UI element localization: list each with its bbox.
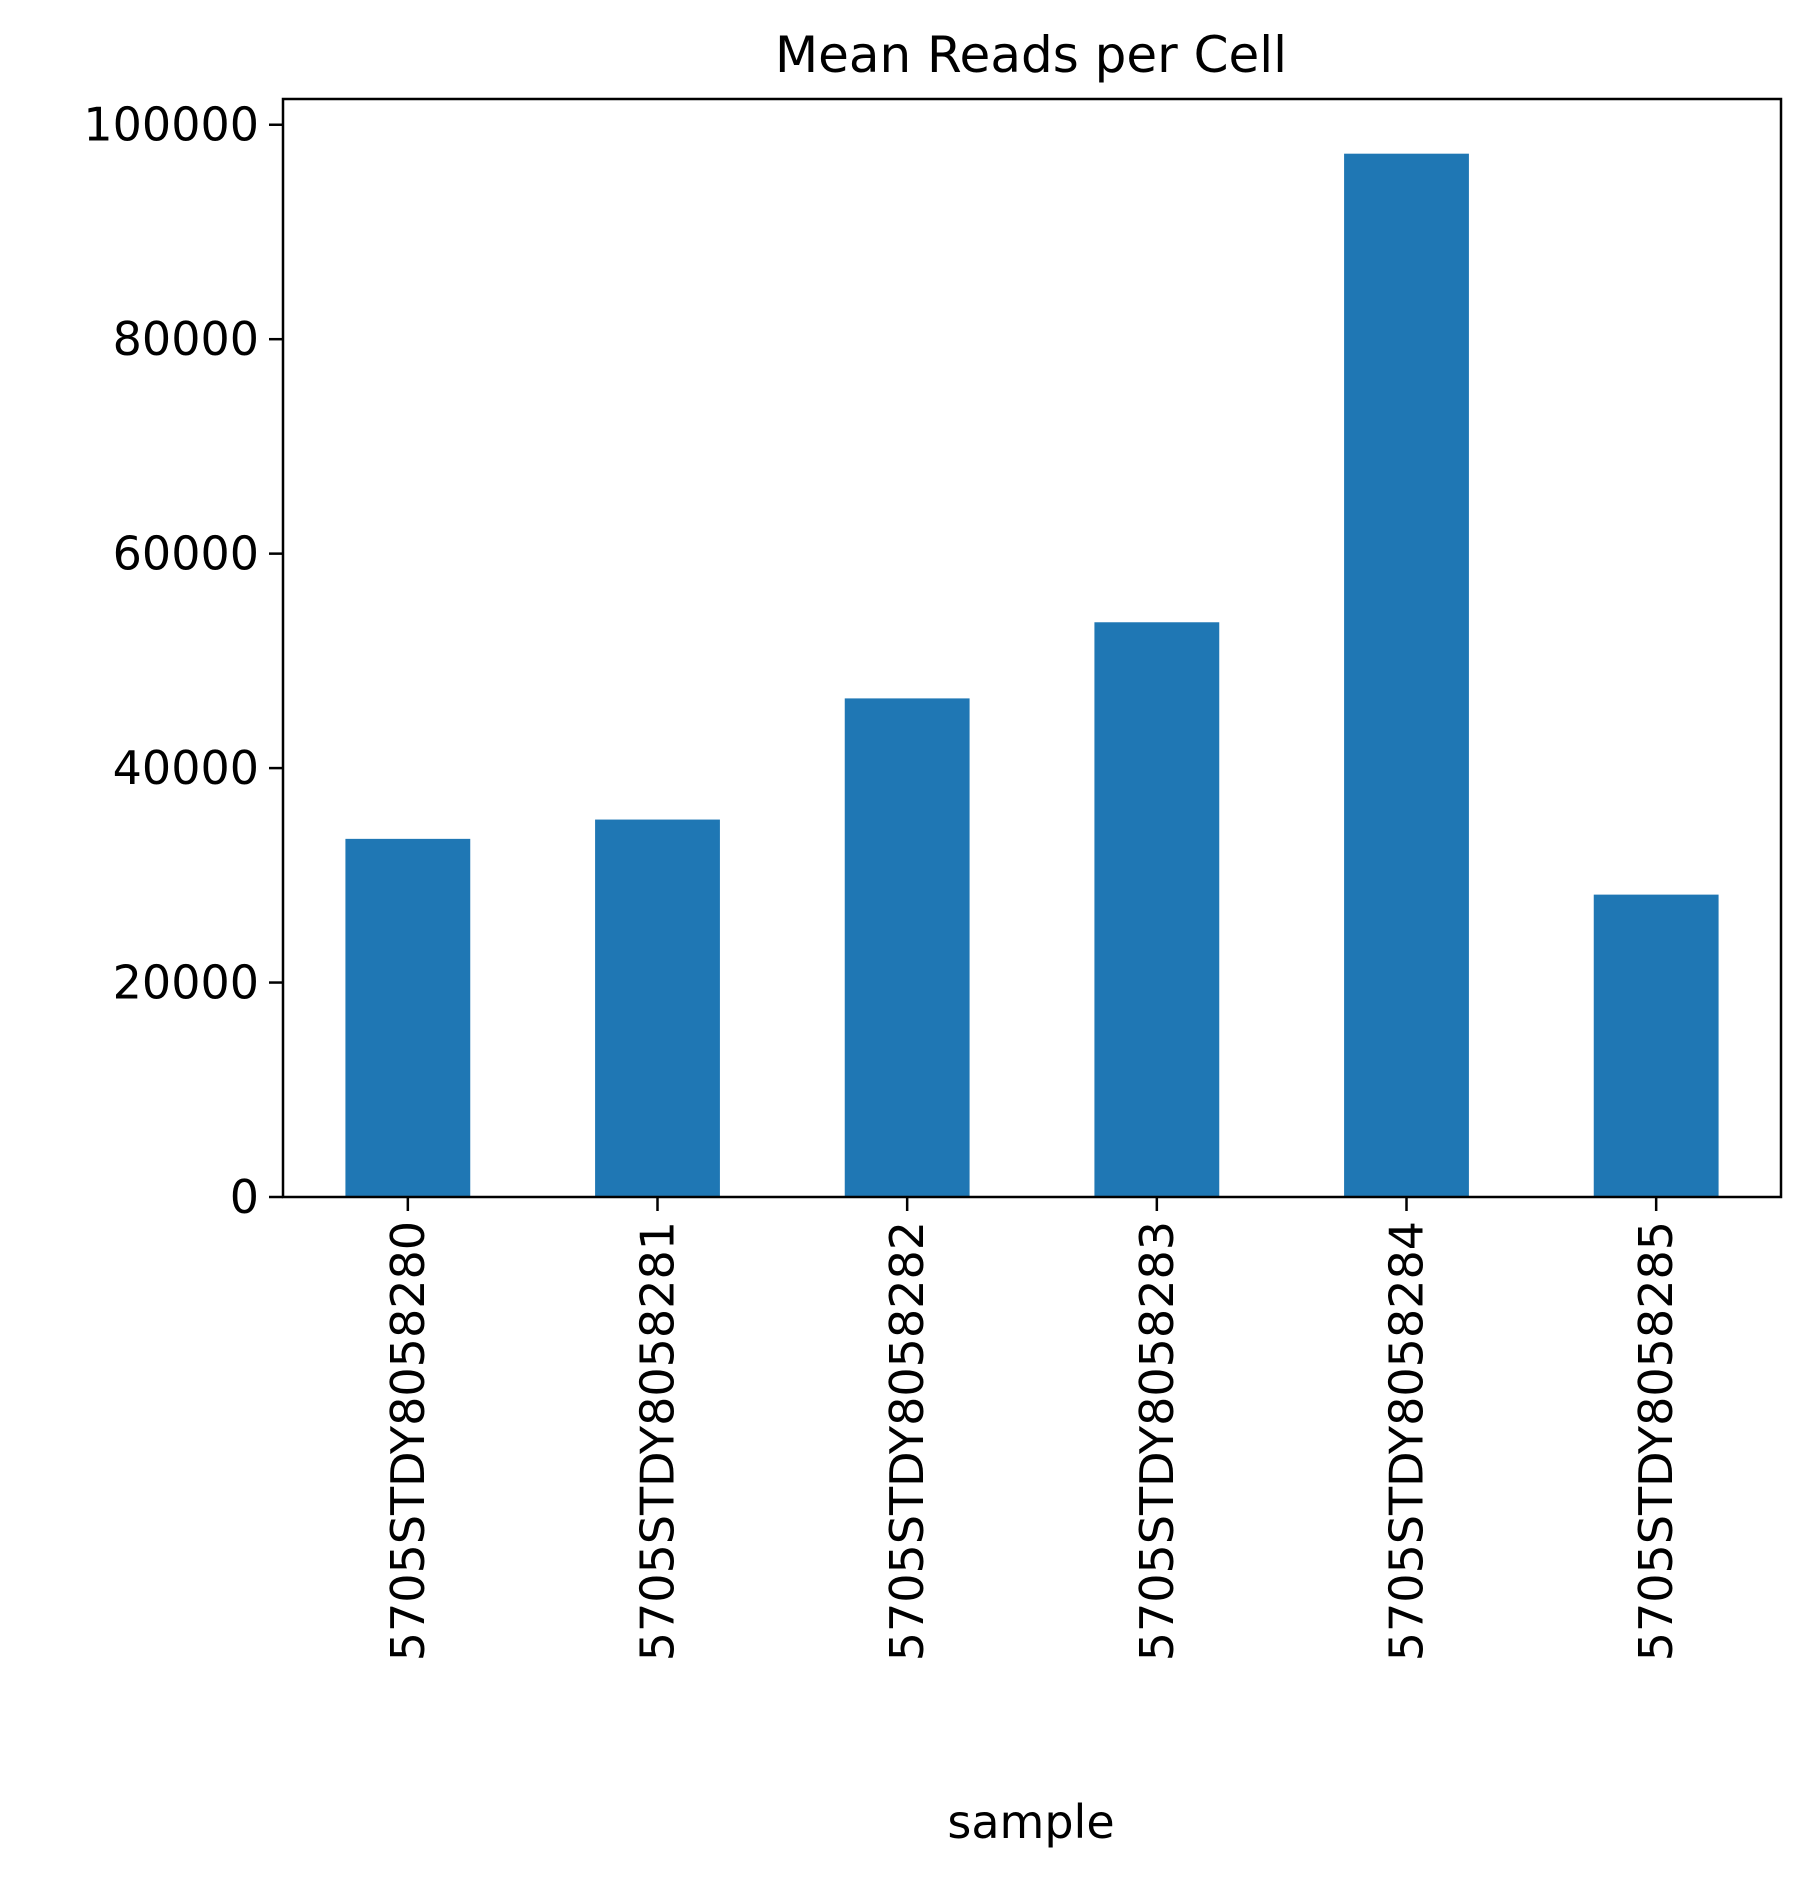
y-axis: 0 20000 40000 60000 80000 100000 [83, 98, 283, 1224]
y-tick-label: 60000 [113, 527, 259, 581]
x-axis: 5705STDY8058280 5705STDY8058281 5705STDY80… [381, 1197, 1683, 1661]
x-tick-label: 5705STDY8058283 [1130, 1221, 1184, 1661]
bar-5705STDY8058283 [1094, 622, 1220, 1197]
x-tick-label: 5705STDY8058284 [1380, 1221, 1434, 1661]
y-tick-label: 100000 [83, 98, 259, 152]
bar-5705STDY8058284 [1344, 153, 1469, 1197]
y-tick-label: 0 [230, 1170, 259, 1224]
x-axis-label: sample [947, 1795, 1114, 1849]
y-tick-label: 20000 [113, 956, 259, 1010]
bar-5705STDY8058281 [595, 819, 720, 1197]
bar-5705STDY8058280 [345, 838, 471, 1197]
chart-title: Mean Reads per Cell [775, 26, 1287, 84]
plot-frame [281, 97, 1783, 1199]
x-tick-label: 5705STDY8058282 [880, 1221, 934, 1661]
bars-group [345, 153, 1719, 1197]
bar-5705STDY8058285 [1593, 894, 1719, 1197]
y-tick-label: 80000 [113, 312, 259, 366]
x-tick-label: 5705STDY8058281 [631, 1221, 685, 1661]
x-tick-label: 5705STDY8058280 [381, 1221, 435, 1661]
x-tick-label: 5705STDY8058285 [1629, 1221, 1683, 1661]
y-tick-label: 40000 [113, 741, 259, 795]
bar-5705STDY8058282 [844, 698, 970, 1197]
